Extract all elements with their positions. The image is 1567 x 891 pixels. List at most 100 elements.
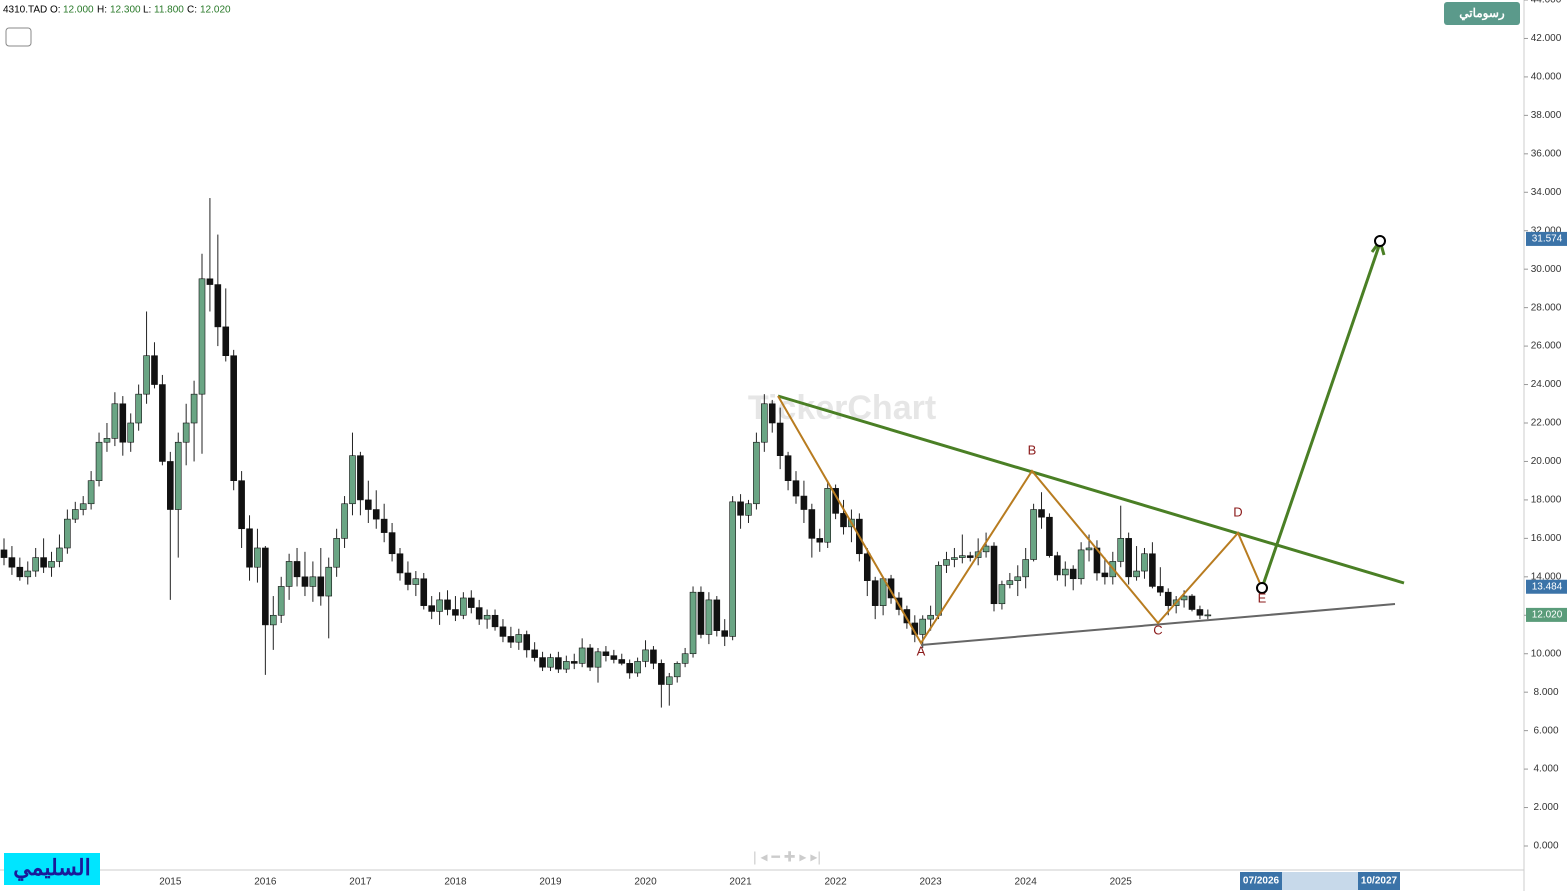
candle-body	[388, 532, 396, 555]
y-tick-label: 6.000	[1533, 725, 1558, 736]
candle-body	[531, 649, 538, 658]
candle-body	[246, 528, 253, 568]
candle-body	[475, 607, 483, 620]
candle-body	[673, 663, 681, 678]
candle-body	[262, 547, 269, 626]
candle-body	[570, 661, 578, 664]
price-label-box	[1526, 231, 1567, 246]
y-tick-label: 18.000	[1531, 495, 1562, 506]
candle-body	[333, 538, 340, 568]
candle-body	[325, 566, 333, 597]
ohlc-label: C:	[187, 5, 197, 16]
candle-body	[1164, 591, 1172, 606]
watermark: TickerChart	[748, 389, 936, 427]
candle-body	[887, 578, 895, 599]
candle-body	[1157, 586, 1164, 593]
candle-body	[8, 557, 16, 568]
candle-body	[753, 441, 760, 505]
candle-body	[491, 614, 499, 628]
candle-body	[277, 586, 285, 616]
candle-body	[903, 609, 911, 624]
signature: السليمي	[13, 855, 90, 881]
candle-body	[800, 495, 808, 510]
toggle-button[interactable]	[5, 27, 32, 47]
price-label-box	[1526, 579, 1567, 594]
candle-body	[602, 651, 610, 656]
candle-body	[1054, 555, 1061, 576]
candle-body	[1038, 509, 1045, 518]
ohlc-value: 11.800	[154, 5, 184, 16]
ohlc-value: 12.000	[63, 5, 94, 16]
candle-body	[301, 576, 309, 587]
candle-body	[1022, 559, 1029, 578]
candle-body	[182, 422, 190, 443]
candle-body	[634, 661, 641, 674]
candle-body	[729, 501, 736, 637]
candle-body	[24, 570, 32, 578]
candle-body	[95, 441, 103, 481]
candle-body	[1101, 572, 1109, 578]
candle-body	[943, 559, 950, 566]
candle-body	[1046, 516, 1053, 556]
candle-body	[269, 614, 277, 626]
y-tick-label: 44.000	[1531, 0, 1562, 6]
candle-body	[959, 555, 966, 558]
candle-body	[460, 597, 467, 616]
y-tick-label: 8.000	[1533, 687, 1558, 698]
wave-label: B	[1028, 442, 1037, 457]
candle-body	[547, 657, 554, 668]
candle-body	[824, 488, 831, 543]
candle-body	[341, 503, 348, 539]
candle-body	[79, 503, 87, 510]
y-tick-label: 20.000	[1531, 456, 1562, 467]
candle-body	[436, 599, 443, 612]
candle-body	[840, 513, 847, 528]
candle-body	[230, 355, 237, 481]
candle-body	[190, 393, 198, 424]
candle-body	[990, 545, 998, 605]
y-tick-label: 40.000	[1531, 72, 1562, 83]
nav-controls[interactable]: | ◂ ━ ✚ ▸ ▸|	[753, 849, 821, 865]
y-tick-label: 26.000	[1531, 341, 1562, 352]
candle-body	[745, 503, 752, 516]
candle-body	[103, 438, 111, 443]
candle-body	[412, 578, 420, 585]
candle-body	[16, 566, 24, 578]
candle-body	[1125, 538, 1132, 578]
wave-label: E	[1258, 590, 1267, 605]
y-tick-label: 14.000	[1531, 571, 1562, 582]
price-label: 13.484	[1532, 581, 1563, 592]
x-tick-label: 2021	[729, 877, 752, 888]
price-label-box	[1526, 607, 1567, 622]
y-tick-label: 28.000	[1531, 302, 1562, 313]
drawings-button[interactable]	[1444, 2, 1520, 25]
date-box	[1358, 872, 1400, 890]
candle-body	[467, 597, 475, 608]
ohlc-value: 12.300	[110, 5, 141, 16]
date-box	[1240, 872, 1282, 890]
candle-body	[309, 576, 317, 587]
candle-body	[71, 509, 79, 520]
y-tick-label: 42.000	[1531, 33, 1562, 44]
candle-body	[40, 557, 47, 568]
x-tick-label: 2020	[634, 877, 657, 888]
candle-body	[515, 634, 523, 643]
candle-body	[317, 576, 325, 597]
y-tick-label: 10.000	[1531, 648, 1562, 659]
candle-body	[349, 455, 356, 505]
price-label: 31.574	[1532, 234, 1563, 245]
y-tick-label: 16.000	[1531, 533, 1562, 544]
candle-body	[586, 647, 594, 668]
candle-body	[784, 455, 792, 481]
candle-body	[626, 663, 633, 674]
candle-body	[578, 647, 586, 664]
candle-body	[610, 655, 618, 660]
candle-body	[499, 626, 507, 637]
candle-body	[167, 461, 174, 510]
wave-zigzag	[777, 395, 1263, 645]
candle-body	[222, 326, 230, 357]
candle-body	[927, 614, 934, 620]
ohlc-label: H:	[97, 5, 107, 16]
candle-body	[650, 649, 657, 664]
